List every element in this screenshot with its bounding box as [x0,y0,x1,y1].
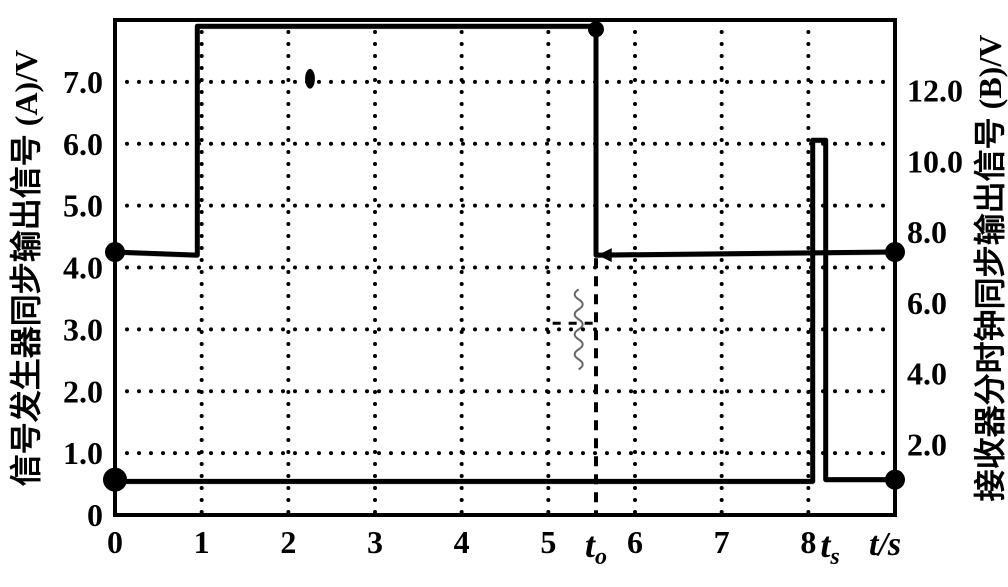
svg-text:0: 0 [87,497,103,533]
svg-text:2.0: 2.0 [63,373,103,409]
svg-text:8: 8 [800,524,816,560]
svg-text:1: 1 [194,524,210,560]
svg-text:3: 3 [367,524,383,560]
y-axis-right-label: 接收器分时钟同步输出信号 (B)/V [965,34,1008,501]
svg-text:5: 5 [540,524,556,560]
svg-text:7: 7 [714,524,730,560]
svg-text:7.0: 7.0 [63,64,103,100]
chart-root: 01.02.03.04.05.06.07.02.04.06.08.010.012… [0,0,1008,587]
svg-text:0: 0 [107,524,123,560]
svg-text:6: 6 [627,524,643,560]
svg-text:3.0: 3.0 [63,311,103,347]
chart-svg: 01.02.03.04.05.06.07.02.04.06.08.010.012… [0,0,1008,587]
svg-text:1.0: 1.0 [63,435,103,471]
y-axis-left-label: 信号发生器同步输出信号 (A)/V [1,49,47,485]
svg-text:10.0: 10.0 [907,143,963,179]
svg-text:8.0: 8.0 [907,214,947,250]
svg-text:2: 2 [280,524,296,560]
svg-text:4: 4 [454,524,470,560]
svg-text:4.0: 4.0 [907,356,947,392]
svg-text:12.0: 12.0 [907,73,963,109]
svg-text:t/s: t/s [869,526,901,563]
svg-text:4.0: 4.0 [63,250,103,286]
svg-text:6.0: 6.0 [907,285,947,321]
svg-text:2.0: 2.0 [907,426,947,462]
svg-text:5.0: 5.0 [63,188,103,224]
svg-text:6.0: 6.0 [63,126,103,162]
